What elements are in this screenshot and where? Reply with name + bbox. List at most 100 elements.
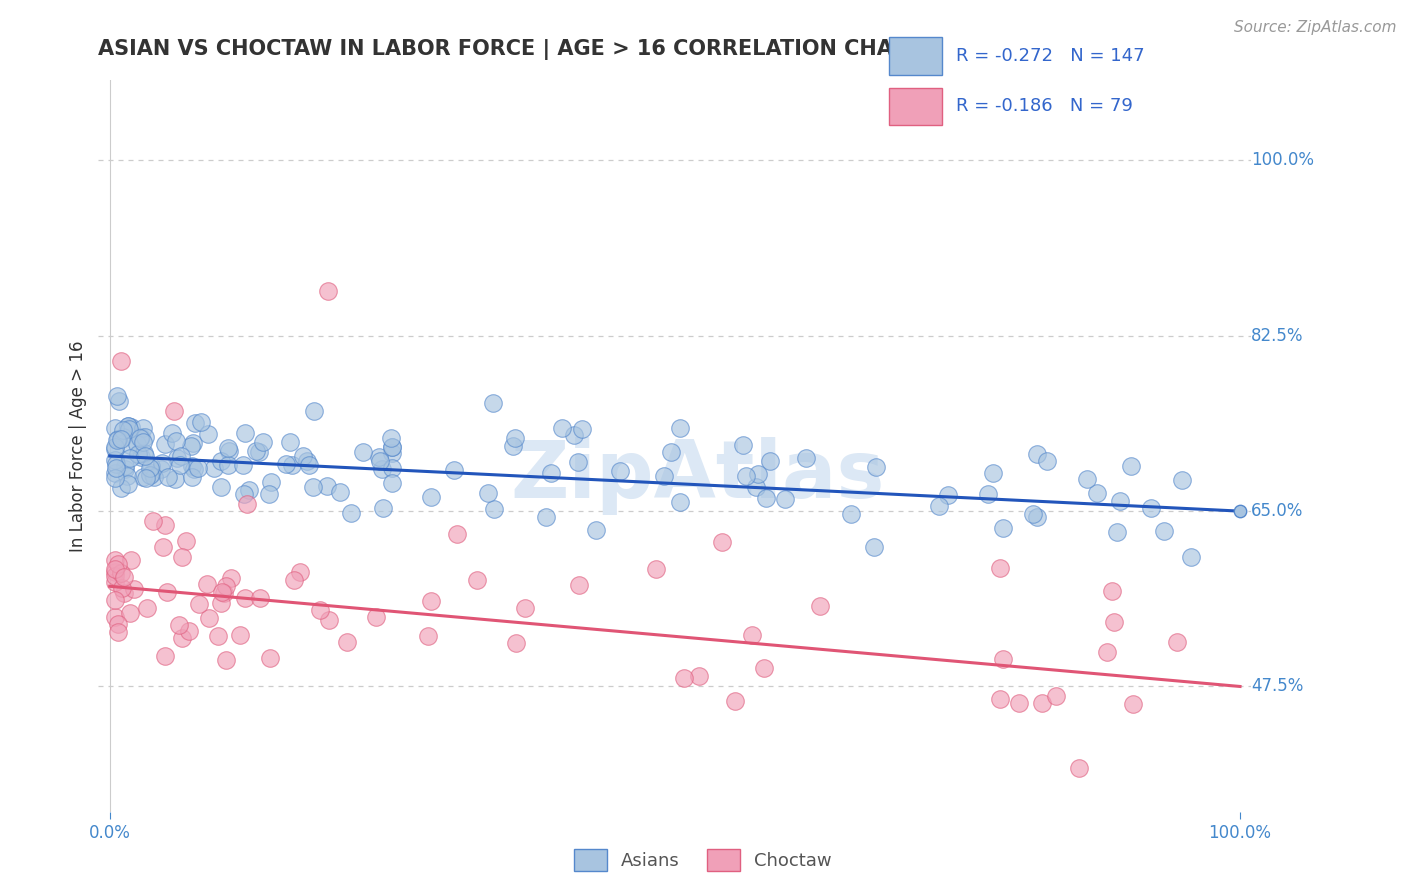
Point bbox=[1026, 510, 1049, 524]
Point bbox=[118, 607, 141, 621]
Point bbox=[131, 470, 153, 484]
Point bbox=[1069, 761, 1091, 775]
Point bbox=[111, 581, 134, 595]
Point bbox=[195, 577, 218, 591]
Point bbox=[107, 433, 129, 447]
Point bbox=[609, 464, 631, 478]
Point bbox=[110, 354, 132, 368]
Point bbox=[288, 565, 311, 579]
Point bbox=[724, 694, 747, 708]
Point bbox=[107, 557, 129, 571]
Point bbox=[183, 461, 205, 475]
Point bbox=[218, 444, 240, 458]
Point bbox=[1008, 697, 1031, 711]
Point bbox=[380, 431, 402, 445]
Point bbox=[181, 436, 204, 450]
Point bbox=[202, 461, 225, 475]
Point bbox=[775, 491, 797, 506]
Point bbox=[1025, 447, 1047, 461]
Point bbox=[129, 450, 152, 465]
Point bbox=[259, 651, 281, 665]
Point bbox=[794, 450, 817, 465]
Point bbox=[419, 491, 441, 505]
Point bbox=[118, 422, 141, 436]
Bar bbox=[889, 37, 942, 75]
Point bbox=[233, 591, 256, 605]
Point bbox=[128, 431, 150, 445]
Point bbox=[150, 456, 173, 470]
Point bbox=[550, 421, 572, 435]
Point bbox=[104, 553, 127, 567]
Point bbox=[1035, 454, 1057, 468]
Point bbox=[219, 571, 242, 585]
Point bbox=[163, 472, 186, 486]
Point bbox=[758, 454, 780, 468]
Point bbox=[993, 651, 1015, 665]
Point bbox=[928, 499, 950, 513]
Point bbox=[536, 510, 558, 524]
Point bbox=[167, 617, 190, 632]
Point bbox=[104, 575, 127, 590]
Point bbox=[747, 467, 769, 482]
Point bbox=[114, 458, 136, 473]
Point bbox=[340, 506, 363, 520]
Point bbox=[1031, 697, 1053, 711]
Point bbox=[105, 389, 128, 403]
Point bbox=[236, 497, 259, 511]
Point bbox=[274, 457, 297, 471]
Point bbox=[731, 438, 754, 452]
Point bbox=[568, 577, 591, 591]
Point bbox=[117, 418, 139, 433]
Point bbox=[160, 425, 183, 440]
Point bbox=[153, 517, 176, 532]
Point bbox=[381, 476, 404, 491]
Point bbox=[1101, 583, 1123, 598]
Point bbox=[155, 649, 177, 664]
Point bbox=[419, 593, 441, 607]
Point bbox=[295, 453, 318, 467]
Point bbox=[278, 434, 301, 449]
Point bbox=[652, 469, 675, 483]
Point bbox=[172, 631, 194, 645]
Point bbox=[187, 597, 209, 611]
Point bbox=[118, 438, 141, 452]
Point bbox=[110, 433, 132, 447]
Point bbox=[502, 439, 524, 453]
Point bbox=[688, 669, 710, 683]
Point bbox=[104, 568, 127, 582]
Point bbox=[1102, 615, 1125, 629]
Point bbox=[156, 585, 179, 599]
Point bbox=[104, 440, 127, 454]
Point bbox=[181, 469, 204, 483]
Point bbox=[808, 599, 831, 614]
Point bbox=[505, 431, 527, 445]
Point bbox=[280, 458, 302, 472]
Point bbox=[110, 566, 132, 580]
Point bbox=[567, 455, 589, 469]
Point bbox=[938, 488, 960, 502]
Bar bbox=[889, 87, 942, 125]
Point bbox=[104, 460, 127, 475]
Point bbox=[129, 430, 152, 444]
Point bbox=[1166, 634, 1188, 648]
Point bbox=[187, 461, 209, 475]
Point bbox=[131, 420, 153, 434]
Point bbox=[152, 540, 174, 554]
Point bbox=[839, 507, 862, 521]
Point bbox=[672, 671, 695, 685]
Point bbox=[118, 450, 141, 465]
Point bbox=[513, 600, 536, 615]
Point bbox=[104, 442, 127, 456]
Text: 47.5%: 47.5% bbox=[1251, 677, 1303, 696]
Point bbox=[446, 527, 468, 541]
Point bbox=[381, 440, 404, 454]
Point bbox=[153, 437, 176, 451]
Point bbox=[329, 485, 352, 500]
Point bbox=[1109, 494, 1132, 508]
Point bbox=[181, 458, 204, 473]
Point bbox=[233, 426, 256, 441]
Point bbox=[211, 584, 233, 599]
Point bbox=[482, 502, 505, 516]
Point bbox=[1085, 486, 1108, 500]
Point bbox=[107, 617, 129, 632]
